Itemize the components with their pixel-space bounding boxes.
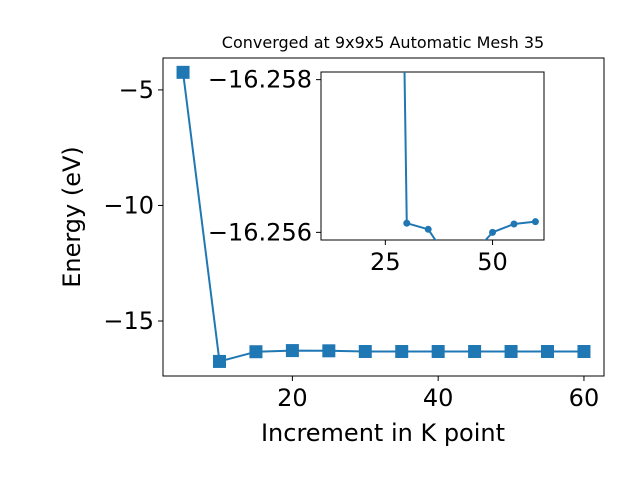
chart-title: Converged at 9x9x5 Automatic Mesh 35 [222,33,544,52]
x-axis-label: Increment in K point [261,419,505,447]
main-x-tick-label: 60 [569,384,600,412]
inset-x-tick-label: 50 [477,248,508,276]
main-data-point [541,345,555,359]
main-data-point [249,345,263,359]
inset-series [403,72,539,240]
main-y-tick-label: −15 [103,307,154,335]
inset-x-tick-label: 25 [370,248,401,276]
main-data-point [176,65,190,79]
main-data-point [322,344,336,358]
main-y-tick-label: −10 [103,191,154,219]
inset-y-tick-label: −16.256 [208,218,312,246]
main-data-point [468,345,482,359]
main-data-point [504,345,518,359]
inset-data-point [489,228,497,236]
main-axes: 20 40 60 −5 −10 −15 Converged at 9x9x5 Autom… [58,33,605,447]
main-data-point [395,345,409,359]
main-x-tick-label: 20 [277,384,308,412]
main-plot-area [162,57,605,377]
main-data-point [577,345,591,359]
y-axis-label: Energy (eV) [58,146,86,288]
inset-y-tick-label: −16.258 [208,66,312,94]
main-x-tick-label: 40 [423,384,454,412]
inset-axes: 25 50 −16.258 −16.256 [208,66,545,276]
main-data-point [358,345,372,359]
inset-data-point [403,219,411,227]
inset-data-point [424,225,432,233]
inset-data-point [510,220,518,228]
main-x-ticks: 20 40 60 [277,376,599,412]
main-data-point [212,354,226,368]
inset-series-line [403,72,536,240]
inset-y-ticks: −16.258 −16.256 [208,66,321,246]
main-data-point [431,345,445,359]
main-series [176,65,591,368]
inset-x-ticks: 25 50 [370,240,508,276]
main-data-point [285,344,299,358]
inset-data-point [531,218,539,226]
inset-plot-area [320,71,545,241]
main-y-ticks: −5 −10 −15 [103,76,163,335]
main-y-tick-label: −5 [119,76,154,104]
